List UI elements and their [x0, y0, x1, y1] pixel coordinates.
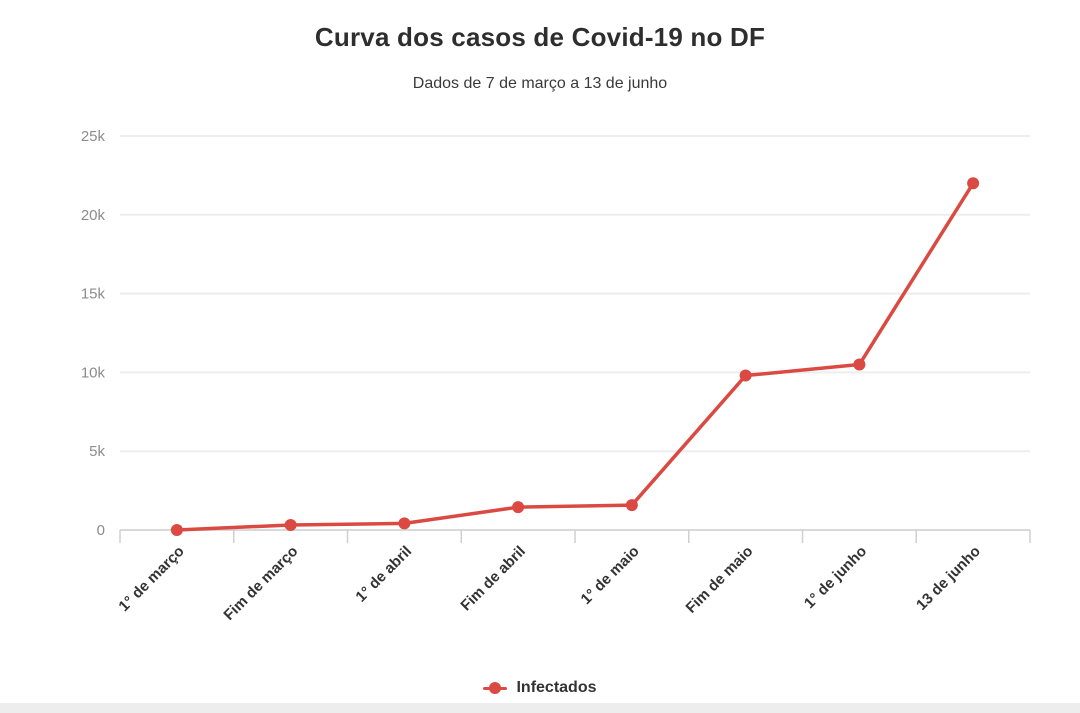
y-axis-label: 10k	[81, 364, 106, 381]
chart-subtitle: Dados de 7 de março a 13 de junho	[412, 75, 668, 92]
x-axis-label: Fim de março	[220, 543, 301, 624]
legend-item-infectados[interactable]: Infectados	[0, 674, 1080, 702]
x-axis-label: 1° de junho	[801, 543, 870, 612]
x-axis-label: Fim de maio	[683, 543, 757, 617]
legend-label: Infectados	[516, 679, 597, 696]
y-axis-label: 15k	[81, 286, 106, 303]
x-axis-label: Fim de abril	[457, 543, 529, 615]
data-point-1-de-junho[interactable]	[853, 358, 866, 371]
x-axis-label: 13 de junho	[913, 543, 984, 614]
y-axis-label: 0	[97, 522, 105, 539]
data-point-1-de-maio[interactable]	[625, 499, 638, 512]
x-axis-label: 1° de maio	[578, 543, 643, 608]
data-point-1-de-mar-o[interactable]	[170, 523, 183, 536]
y-axis-label: 20k	[81, 207, 106, 224]
chart-title: Curva dos casos de Covid-19 no DF	[314, 22, 766, 52]
data-point-fim-de-mar-o[interactable]	[284, 518, 297, 531]
x-axis-label: 1° de abril	[352, 543, 415, 606]
x-axis-label: 1° de março	[115, 543, 187, 615]
data-point-1-de-abril[interactable]	[398, 517, 411, 530]
series-line-infectados	[175, 181, 975, 532]
data-point-13-de-junho[interactable]	[967, 177, 980, 190]
y-axis-label: 5k	[89, 443, 105, 460]
bottom-strip	[0, 703, 1080, 713]
data-point-fim-de-maio[interactable]	[739, 369, 752, 382]
legend-line-marker-icon	[483, 682, 508, 695]
data-point-fim-de-abril[interactable]	[512, 501, 525, 514]
y-axis-label: 25k	[81, 128, 106, 145]
